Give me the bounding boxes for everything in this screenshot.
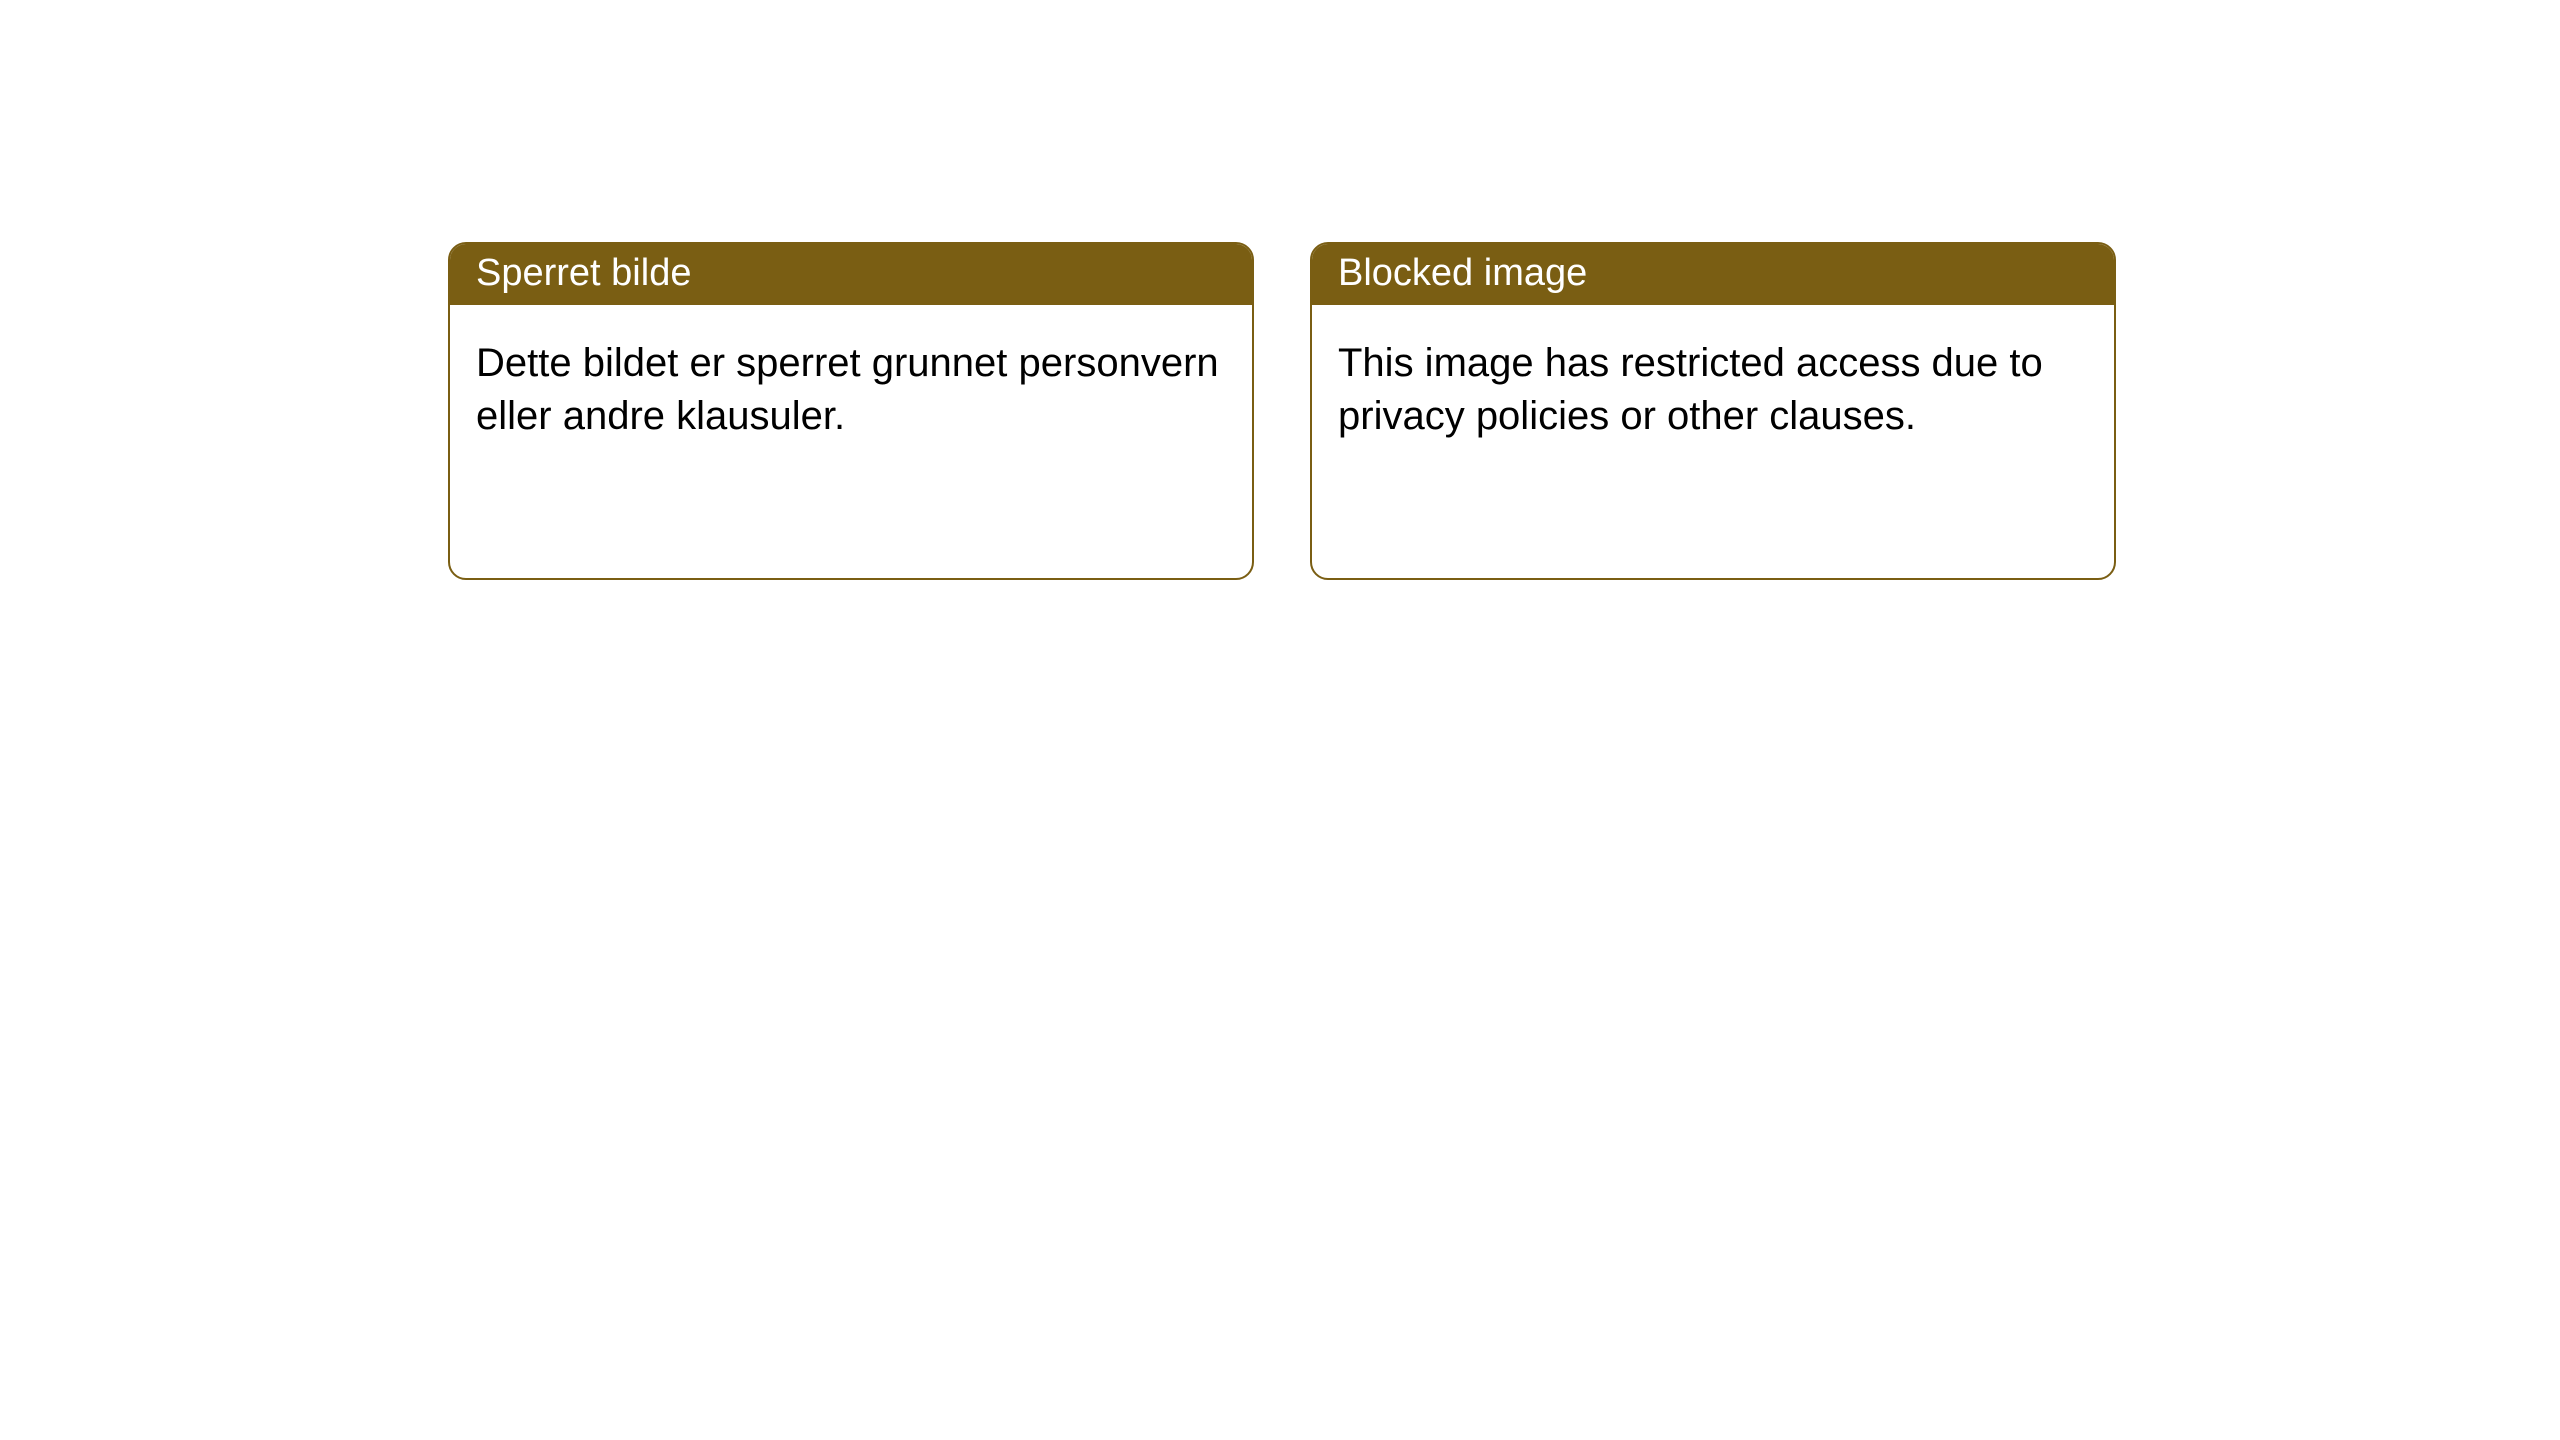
notice-title: Blocked image [1312, 244, 2114, 305]
notice-card-norwegian: Sperret bilde Dette bildet er sperret gr… [448, 242, 1254, 580]
notice-body: Dette bildet er sperret grunnet personve… [450, 305, 1252, 475]
notice-body: This image has restricted access due to … [1312, 305, 2114, 475]
notice-title: Sperret bilde [450, 244, 1252, 305]
notice-card-english: Blocked image This image has restricted … [1310, 242, 2116, 580]
notice-container: Sperret bilde Dette bildet er sperret gr… [0, 0, 2560, 580]
